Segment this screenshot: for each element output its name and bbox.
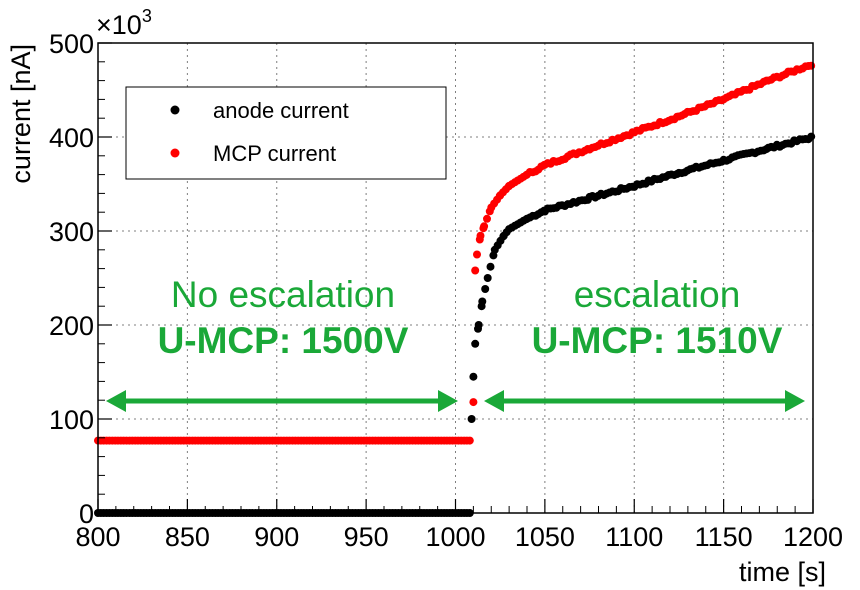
x-tick-label: 1050 xyxy=(515,522,575,552)
y-tick-label: 200 xyxy=(49,311,94,341)
arrow-right-head-end xyxy=(785,390,805,412)
legend-box xyxy=(125,86,447,180)
data-point xyxy=(471,339,480,348)
y-axis-title: current [nA] xyxy=(6,44,36,184)
x-axis-title: time [s] xyxy=(739,557,826,587)
annotation-arrows xyxy=(106,390,805,412)
series-mcp-current xyxy=(94,61,816,445)
annotation-voltage-1500: U-MCP: 1500V xyxy=(158,320,409,361)
arrow-left-head-start xyxy=(106,390,126,412)
x-tick-label: 850 xyxy=(165,522,210,552)
data-point xyxy=(483,214,491,223)
data-point xyxy=(807,132,816,141)
data-point xyxy=(486,262,495,271)
x-tick-label: 900 xyxy=(254,522,299,552)
data-point xyxy=(471,266,480,275)
annotation-voltage-1510: U-MCP: 1510V xyxy=(532,320,783,361)
y-tick-label: 0 xyxy=(79,499,94,529)
data-point xyxy=(478,297,487,306)
x-tick-label: 1100 xyxy=(605,522,663,552)
x-tick-label: 1200 xyxy=(783,522,843,552)
legend-label-mcp: MCP current xyxy=(213,141,336,166)
legend-marker-anode xyxy=(170,105,180,115)
x-tick-label: 1150 xyxy=(695,522,753,552)
y-tick-label: 400 xyxy=(49,123,94,153)
data-point xyxy=(481,285,490,293)
x-tick-label: 800 xyxy=(75,522,120,552)
arrow-left-head-end xyxy=(438,390,458,412)
annotation-escalation: escalation xyxy=(574,274,741,315)
y-tick-label: 100 xyxy=(49,405,94,435)
data-point xyxy=(476,231,485,240)
data-point xyxy=(469,398,478,407)
x-tick-label: 950 xyxy=(344,522,389,552)
data-point xyxy=(473,250,481,259)
y-multiplier-label: ×103 xyxy=(96,6,152,40)
data-point xyxy=(480,222,489,231)
y-tick-label: 300 xyxy=(49,217,94,247)
data-point xyxy=(474,321,483,329)
data-point xyxy=(807,61,816,70)
legend: anode current MCP current xyxy=(125,86,447,180)
axis-ticks: 800 850 900 950 1000 1050 1100 1150 1200 0 100 200 3… xyxy=(49,29,843,552)
annotation-no-escalation: No escalation xyxy=(171,274,395,315)
legend-label-anode: anode current xyxy=(213,98,349,123)
y-tick-label: 500 xyxy=(49,29,94,59)
arrow-right-head-start xyxy=(484,390,504,412)
data-point xyxy=(469,372,478,381)
legend-marker-mcp xyxy=(170,148,180,158)
x-tick-label: 1000 xyxy=(425,522,485,552)
data-point xyxy=(483,274,492,282)
data-point xyxy=(465,436,474,445)
data-point xyxy=(467,415,476,423)
